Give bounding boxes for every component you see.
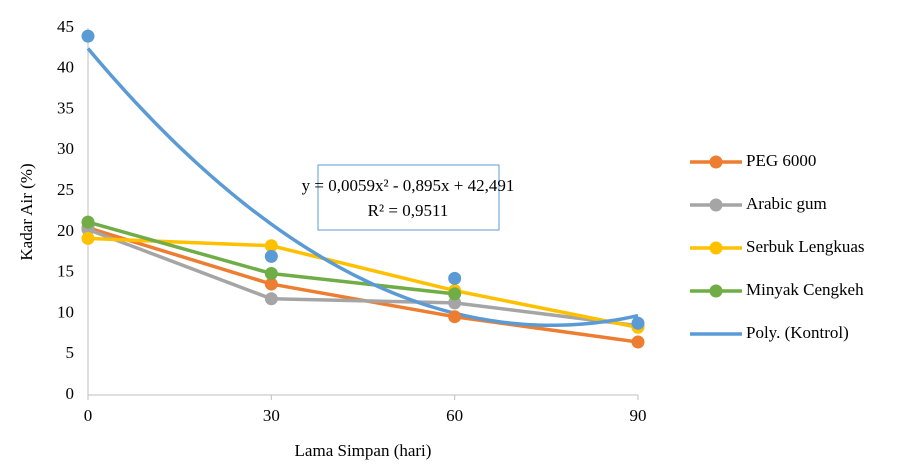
x-tick-label: 30 bbox=[263, 406, 280, 425]
point bbox=[81, 215, 95, 229]
point bbox=[448, 271, 462, 285]
point bbox=[264, 277, 278, 291]
legend-label: Minyak Cengkeh bbox=[746, 280, 864, 299]
legend-marker bbox=[709, 198, 723, 212]
series-line bbox=[87, 236, 639, 330]
legend-label: Serbuk Lengkuas bbox=[746, 237, 865, 256]
y-axis-title: Kadar Air (%) bbox=[17, 163, 36, 260]
equation-box bbox=[317, 164, 500, 231]
point bbox=[448, 287, 462, 301]
legend-label: Poly. (Kontrol) bbox=[746, 323, 849, 342]
y-tick-label: 20 bbox=[57, 221, 74, 240]
y-tick-label: 30 bbox=[57, 139, 74, 158]
x-tick-label: 0 bbox=[84, 406, 93, 425]
point bbox=[264, 292, 278, 306]
point bbox=[631, 335, 645, 349]
trend-r2: R² = 0,9511 bbox=[368, 201, 449, 220]
y-tick-label: 15 bbox=[57, 262, 74, 281]
y-tick-label: 45 bbox=[57, 17, 74, 36]
y-tick-label: 40 bbox=[57, 58, 74, 77]
legend-label: Arabic gum bbox=[746, 194, 827, 213]
point bbox=[81, 231, 95, 245]
legend-label: PEG 6000 bbox=[746, 151, 816, 170]
y-tick-label: 10 bbox=[57, 302, 74, 321]
y-tick-label: 25 bbox=[57, 180, 74, 199]
y-tick-label: 35 bbox=[57, 98, 74, 117]
point bbox=[264, 249, 278, 263]
x-tick-label: 60 bbox=[446, 406, 463, 425]
y-tick-label: 0 bbox=[66, 384, 75, 403]
legend-marker bbox=[709, 155, 723, 169]
trend-equation: y = 0,0059x² - 0,895x + 42,491 bbox=[302, 176, 515, 195]
point bbox=[81, 29, 95, 43]
x-axis-title: Lama Simpan (hari) bbox=[295, 441, 432, 460]
trendline bbox=[86, 47, 639, 328]
legend-marker bbox=[709, 241, 723, 255]
series-line bbox=[87, 227, 639, 328]
point bbox=[264, 266, 278, 280]
legend-marker bbox=[709, 284, 723, 298]
point bbox=[264, 239, 278, 253]
point bbox=[631, 316, 645, 330]
point bbox=[448, 296, 462, 310]
y-tick-label: 5 bbox=[66, 343, 75, 362]
point bbox=[448, 310, 462, 324]
x-tick-label: 90 bbox=[630, 406, 647, 425]
